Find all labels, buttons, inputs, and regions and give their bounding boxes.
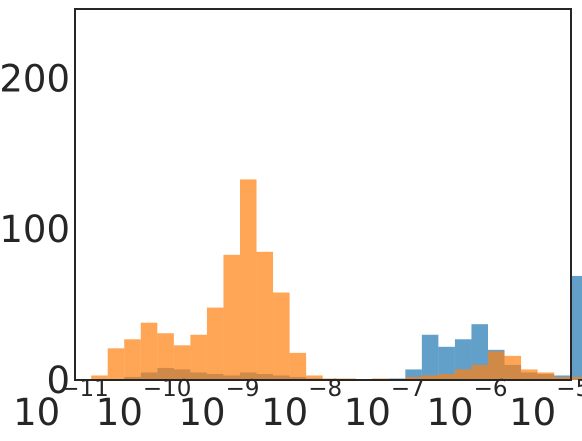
histogram-bar [306, 375, 323, 380]
x-tick-label: 10−8 [261, 376, 342, 434]
x-tick-label: 10−10 [96, 376, 192, 434]
x-tick-label: 10−5 [509, 376, 582, 434]
y-tick-label: 200 [0, 57, 70, 100]
histogram-bar [438, 346, 455, 380]
series-2-bars [91, 179, 582, 380]
histogram-bar [537, 372, 555, 380]
x-tick-label: 10−11 [13, 376, 109, 434]
histogram-bar [190, 334, 207, 380]
histogram-bar [471, 364, 488, 380]
histogram-bar [405, 376, 422, 380]
histogram-bar [157, 333, 174, 380]
y-tick-label: 100 [0, 208, 70, 251]
x-tick-label: 10−6 [427, 376, 508, 434]
histogram-bar [438, 373, 455, 380]
histogram-bar [256, 251, 274, 380]
histogram-bars [91, 179, 582, 380]
histogram-bar [454, 369, 472, 380]
histogram-bar [421, 375, 439, 380]
histogram-bar [124, 339, 141, 380]
histogram-bar [570, 275, 582, 380]
histogram-bar [91, 375, 108, 380]
plot-frame [74, 8, 572, 381]
histogram-bar [173, 345, 191, 380]
histogram-bar [239, 179, 257, 380]
histogram-bar [206, 307, 224, 380]
x-tick-label: 10−7 [344, 376, 425, 434]
series-1-bars [124, 275, 582, 380]
histogram-bar [223, 254, 240, 380]
histogram-bar [107, 348, 125, 380]
histogram-bar [421, 334, 439, 380]
histogram-bar [487, 351, 505, 380]
histogram-bar [521, 369, 538, 380]
histogram-bar [554, 376, 571, 380]
histogram-bar [504, 355, 522, 380]
y-tick-label: 0 [46, 359, 70, 402]
y-axis-ticks: 0 100 200 [0, 57, 70, 402]
histogram-bar [140, 322, 158, 380]
histogram-bar [273, 292, 290, 380]
x-tick-label: 10−9 [179, 376, 260, 434]
histogram-bar [289, 352, 307, 380]
histogram-bar [570, 376, 582, 380]
histogram-bar [405, 369, 422, 380]
